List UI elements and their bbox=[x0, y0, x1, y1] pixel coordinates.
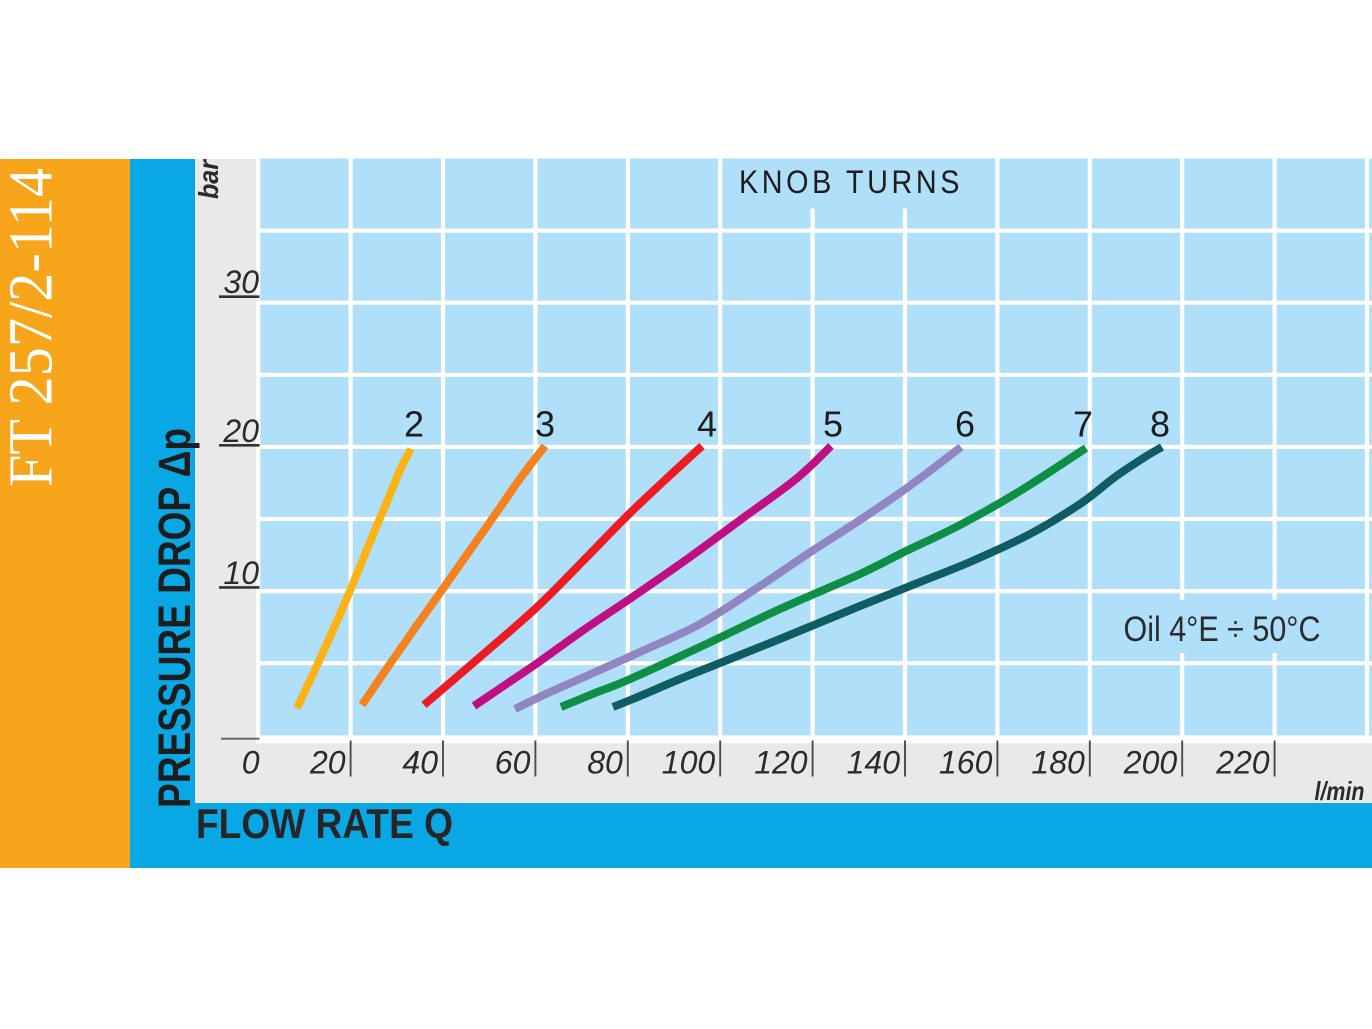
svg-text:PRESSURE DROP Δp: PRESSURE DROP Δp bbox=[149, 428, 200, 808]
svg-text:5: 5 bbox=[823, 404, 843, 445]
svg-text:30: 30 bbox=[223, 264, 259, 300]
svg-text:200: 200 bbox=[1123, 745, 1178, 781]
svg-text:3: 3 bbox=[535, 404, 555, 445]
svg-text:20: 20 bbox=[309, 745, 346, 781]
svg-text:140: 140 bbox=[847, 745, 901, 781]
svg-text:120: 120 bbox=[754, 745, 808, 781]
svg-text:l/min: l/min bbox=[1315, 776, 1365, 806]
svg-text:40: 40 bbox=[402, 745, 438, 781]
svg-text:7: 7 bbox=[1073, 404, 1093, 445]
svg-text:220: 220 bbox=[1215, 745, 1270, 781]
svg-text:2: 2 bbox=[404, 404, 424, 445]
svg-text:160: 160 bbox=[939, 745, 993, 781]
svg-text:0: 0 bbox=[242, 745, 260, 781]
svg-text:100: 100 bbox=[662, 745, 716, 781]
svg-text:bar: bar bbox=[193, 158, 224, 199]
svg-text:180: 180 bbox=[1031, 745, 1085, 781]
svg-text:8: 8 bbox=[1150, 404, 1170, 445]
svg-text:60: 60 bbox=[495, 745, 531, 781]
svg-text:KNOB TURNS: KNOB TURNS bbox=[739, 164, 963, 200]
svg-text:10: 10 bbox=[223, 555, 259, 591]
svg-text:FT 257/2-114: FT 257/2-114 bbox=[0, 168, 66, 487]
svg-text:80: 80 bbox=[587, 745, 623, 781]
svg-text:FLOW RATE Q: FLOW RATE Q bbox=[196, 800, 453, 847]
svg-text:6: 6 bbox=[955, 404, 975, 445]
svg-text:Oil 4°E ÷ 50°C: Oil 4°E ÷ 50°C bbox=[1124, 610, 1321, 649]
svg-text:4: 4 bbox=[697, 404, 717, 445]
svg-text:20: 20 bbox=[222, 413, 259, 449]
